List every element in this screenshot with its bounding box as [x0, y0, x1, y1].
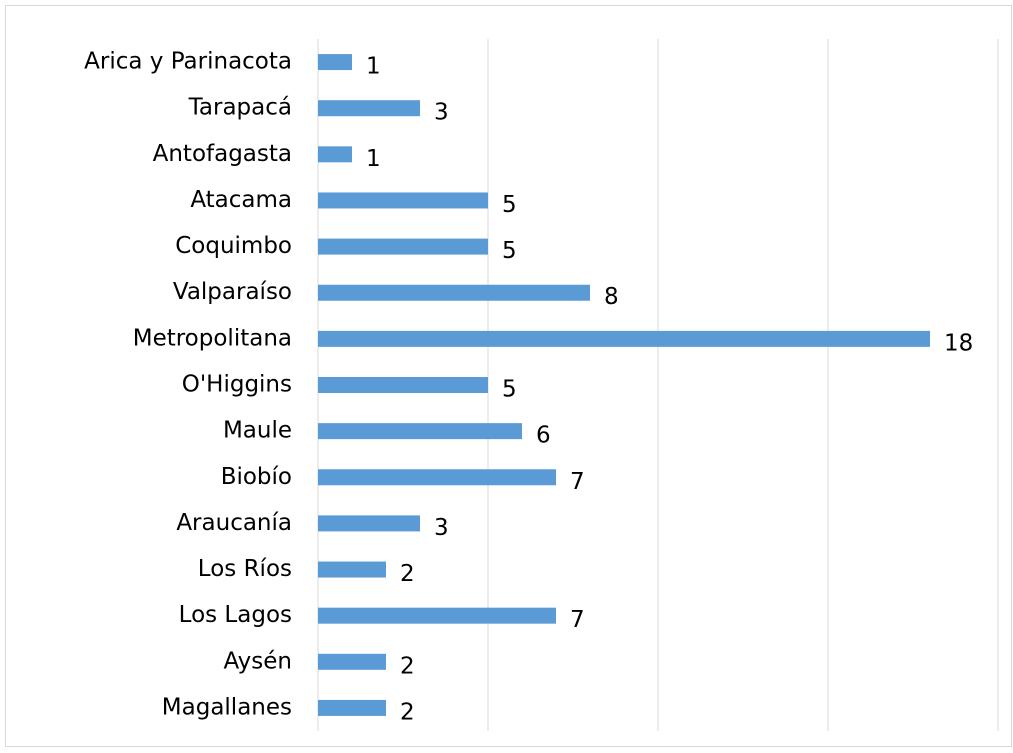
y-tick-label: Araucanía: [176, 510, 292, 536]
bar: [318, 423, 522, 440]
y-tick-label: Arica y Parinacota: [84, 49, 292, 75]
y-tick-label: Valparaíso: [173, 279, 292, 305]
data-label: 7: [570, 469, 585, 495]
y-tick-label: Tarapacá: [188, 95, 292, 121]
y-tick-label: Metropolitana: [133, 325, 292, 351]
bar: [318, 146, 352, 163]
bar: [318, 607, 556, 624]
y-tick-label: Aysén: [224, 648, 293, 674]
data-label: 2: [400, 561, 415, 587]
data-label: 5: [502, 238, 517, 264]
data-label: 1: [366, 54, 381, 80]
data-label: 3: [434, 100, 449, 126]
bar: [318, 515, 420, 532]
data-label: 2: [400, 653, 415, 679]
bar: [318, 100, 420, 117]
bar: [318, 653, 386, 670]
y-tick-label: Los Ríos: [198, 556, 292, 582]
data-label: 5: [502, 377, 517, 403]
y-tick-label: Atacama: [190, 187, 292, 213]
bar: [318, 469, 556, 486]
y-tick-label: Los Lagos: [179, 602, 292, 628]
data-label: 8: [604, 284, 619, 310]
data-label: 1: [366, 146, 381, 172]
bar: [318, 54, 352, 71]
y-tick-label: Antofagasta: [153, 141, 292, 167]
bar: [318, 284, 590, 301]
data-label: 18: [944, 330, 973, 356]
y-tick-label: Coquimbo: [175, 233, 292, 259]
bar: [318, 699, 386, 716]
bar: [318, 561, 386, 578]
bar: [318, 377, 488, 393]
bar: [318, 330, 930, 347]
y-tick-label: Magallanes: [162, 694, 292, 720]
bar: [318, 192, 488, 209]
data-label: 5: [502, 192, 517, 218]
data-label: 6: [536, 423, 551, 449]
data-label: 3: [434, 515, 449, 541]
y-tick-label: O'Higgins: [182, 372, 292, 398]
y-tick-label: Biobío: [221, 464, 292, 490]
bar: [318, 238, 488, 255]
data-label: 7: [570, 607, 585, 633]
data-label: 2: [400, 699, 415, 725]
y-tick-label: Maule: [223, 418, 292, 444]
